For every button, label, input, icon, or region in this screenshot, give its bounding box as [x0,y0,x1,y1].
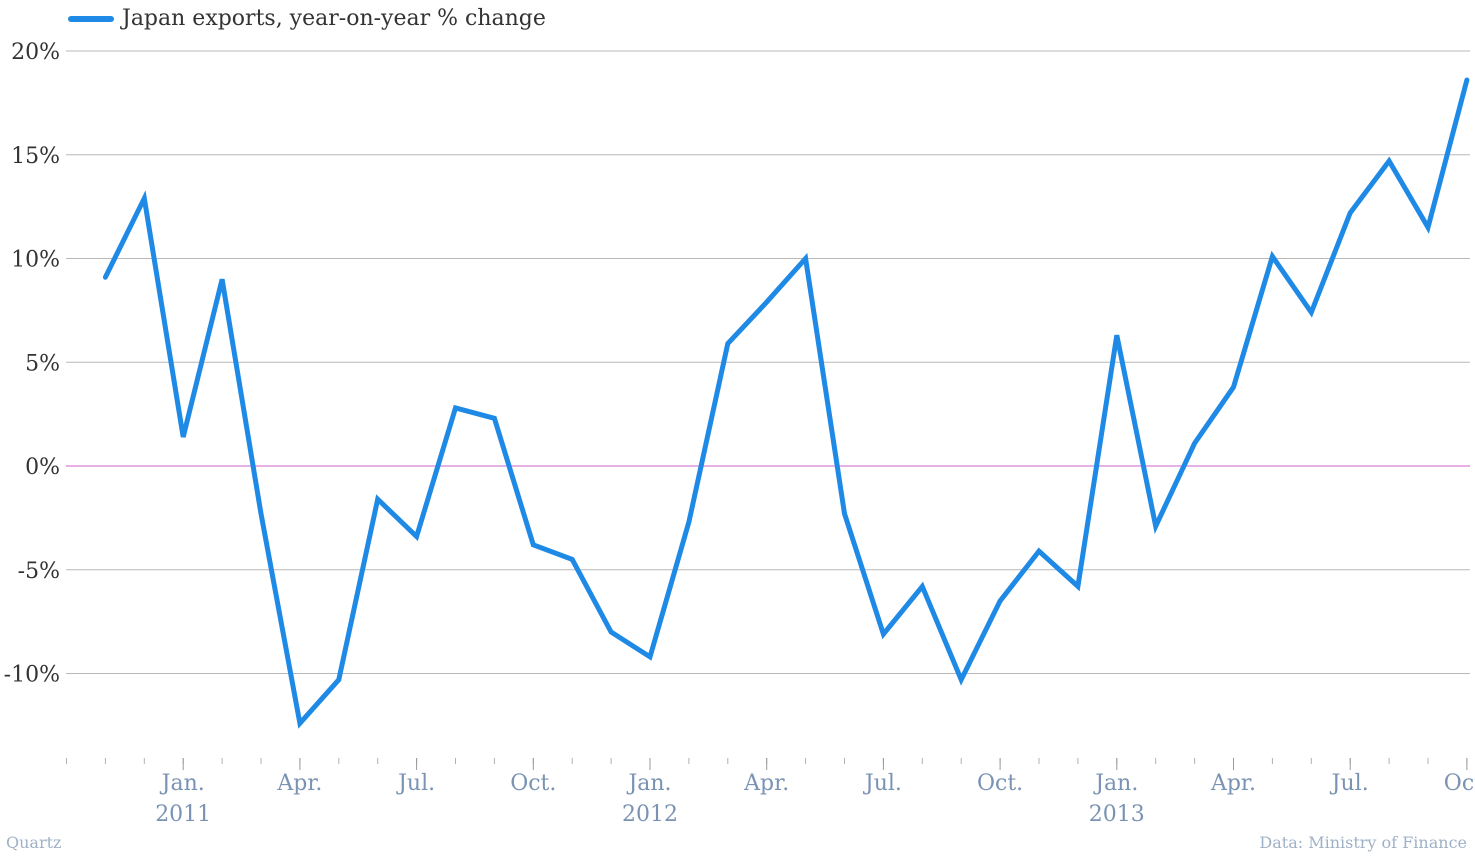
data-point [921,585,923,587]
data-point [221,278,223,280]
data-point [182,436,184,438]
x-tick-label: Oct. [510,771,556,796]
data-point [299,722,301,724]
data-point [1077,585,1079,587]
data-point [377,498,379,500]
data-point [688,521,690,523]
x-tick-label: Jan. [160,771,205,796]
series-line [102,77,1470,729]
data-point [960,679,962,681]
y-tick-label: 0% [25,455,60,480]
legend: Japan exports, year-on-year % change [68,6,546,31]
x-year-label: 2013 [1089,802,1145,827]
data-point [805,258,807,259]
source-credit: Quartz [6,833,62,852]
y-tick-label: 20% [11,40,60,65]
data-point [999,600,1001,602]
data-point [571,558,573,560]
data-point [882,633,884,635]
y-tick-label: 10% [11,248,60,273]
data-point [1388,160,1390,162]
legend-label: Japan exports, year-on-year % change [122,6,546,31]
y-tick-label: 5% [25,351,60,376]
data-point [1038,550,1040,552]
data-point [844,513,845,515]
x-tick-label: Jul. [863,771,902,796]
data-point [532,544,534,546]
data-source: Data: Ministry of Finance [1259,833,1467,852]
data-point [416,536,418,538]
data-point [493,417,495,419]
data-point [610,631,612,633]
x-tick-label: Oct. [1444,771,1475,796]
x-tick-label: Jul. [1330,771,1369,796]
x-tick-label: Jan. [1093,771,1138,796]
data-point [1233,386,1234,388]
data-point [143,197,145,199]
x-tick-label: Jan. [626,771,671,796]
y-tick-label: 15% [11,144,60,169]
data-point [1116,334,1118,336]
data-point [260,513,262,515]
x-tick-label: Oct. [977,771,1023,796]
data-point [1466,79,1468,81]
x-tick-label: Apr. [743,771,789,796]
x-tick-label: Apr. [1210,771,1256,796]
data-point [1349,212,1351,214]
data-point [1427,226,1429,228]
data-point [1155,525,1157,527]
data-point [1271,255,1273,257]
data-point [727,343,729,345]
data-point [104,276,106,278]
x-tick-label: Apr. [276,771,322,796]
data-point [766,301,768,303]
x-year-label: 2012 [622,802,678,827]
data-point [455,407,456,409]
y-tick-label: -5% [18,559,60,584]
legend-swatch [68,15,114,22]
data-point [338,679,340,681]
x-year-label: 2011 [155,802,211,827]
x-tick-label: Jul. [396,771,435,796]
data-point [1310,311,1312,313]
data-point [1194,442,1196,444]
y-tick-label: -10% [4,663,60,688]
data-point [649,656,651,658]
